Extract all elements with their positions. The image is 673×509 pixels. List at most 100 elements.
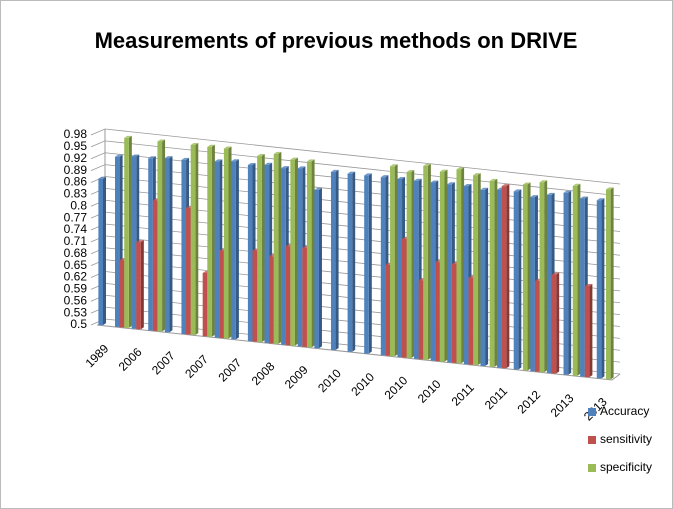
bar-top	[98, 176, 106, 179]
bar	[563, 192, 569, 375]
bar	[314, 189, 319, 349]
bar-top	[157, 139, 166, 142]
bar	[522, 184, 528, 371]
bar	[302, 247, 307, 347]
bar-top	[489, 178, 498, 181]
legend-swatch	[588, 408, 596, 416]
bar-top	[214, 159, 223, 162]
bar-side	[411, 170, 415, 359]
y-tick-label: 0.5	[70, 317, 87, 331]
bar	[207, 146, 212, 337]
bar-side	[294, 157, 298, 346]
bar	[551, 274, 557, 374]
bar-top	[580, 196, 588, 199]
bar-top	[364, 173, 372, 176]
bar-side	[394, 164, 398, 357]
bar	[513, 191, 519, 370]
bar-top	[281, 166, 289, 169]
bar-top	[131, 154, 140, 157]
bar	[390, 166, 395, 357]
bar	[347, 173, 353, 352]
bar	[273, 153, 279, 344]
bar	[330, 171, 336, 350]
bar-side	[518, 189, 522, 370]
bar-side	[162, 139, 166, 332]
bar	[380, 177, 386, 356]
y-tick-label: 0.83	[64, 187, 88, 201]
bar-top	[584, 284, 593, 287]
bar	[285, 246, 291, 346]
legend-label: specificity	[600, 460, 652, 474]
bar-side	[577, 183, 581, 376]
bar	[252, 250, 258, 342]
bar	[164, 158, 170, 333]
bar-side	[335, 169, 339, 350]
bar-side	[556, 272, 560, 374]
bar-side	[589, 284, 593, 378]
bar-side	[140, 240, 144, 330]
bar-top	[546, 192, 555, 195]
legend-label: sensitivity	[600, 432, 652, 446]
bar	[136, 242, 141, 330]
bar-top	[563, 190, 572, 193]
bar	[435, 262, 440, 362]
bar-top	[290, 157, 298, 160]
bar	[402, 238, 407, 358]
bar-top	[306, 159, 315, 162]
bar-top	[124, 135, 132, 138]
bar-side	[261, 154, 265, 343]
bar	[181, 159, 187, 335]
bar	[530, 197, 535, 372]
bar-top	[207, 144, 215, 147]
bar-top	[430, 180, 439, 183]
y-tick-label: 0.92	[64, 151, 88, 165]
bar	[297, 168, 303, 347]
bar-side	[427, 163, 431, 360]
bar-top	[522, 182, 531, 185]
bar-side	[352, 171, 356, 352]
bar	[580, 198, 585, 377]
bar	[534, 280, 540, 372]
bar-side	[485, 187, 489, 366]
bar	[501, 186, 507, 369]
bar-side	[169, 156, 173, 333]
bar-top	[414, 178, 422, 181]
bar-top	[513, 189, 522, 192]
bar-side	[102, 176, 106, 326]
bar-side	[461, 167, 465, 364]
bar-top	[463, 184, 472, 187]
bar-top	[551, 272, 560, 275]
bar	[119, 260, 125, 328]
bar-top	[330, 169, 339, 172]
bar	[423, 165, 428, 360]
bar	[572, 185, 578, 376]
bar	[114, 156, 120, 327]
bar	[157, 141, 163, 332]
y-tick-label: 0.56	[64, 293, 88, 307]
bar-side	[527, 182, 531, 371]
bar-top	[114, 154, 123, 157]
bar-top	[572, 183, 581, 186]
legend-swatch	[588, 464, 596, 472]
bar-top	[148, 156, 156, 159]
bar-side	[235, 159, 239, 340]
bar	[406, 172, 412, 359]
bar	[231, 161, 236, 340]
bar	[480, 189, 486, 366]
bar	[473, 175, 478, 366]
bar	[247, 164, 253, 342]
bar	[439, 171, 445, 362]
bar-top	[223, 146, 232, 149]
bar-side	[278, 151, 282, 344]
bar	[463, 186, 469, 365]
bar-side	[211, 144, 215, 337]
y-tick-label: 0.71	[64, 234, 88, 248]
bar-top	[136, 240, 144, 243]
bar	[364, 175, 369, 354]
bar	[584, 286, 590, 378]
y-tick-label: 0.62	[64, 270, 88, 284]
bar-top	[181, 157, 190, 160]
bar-top	[447, 182, 455, 185]
bar-top	[231, 159, 239, 162]
